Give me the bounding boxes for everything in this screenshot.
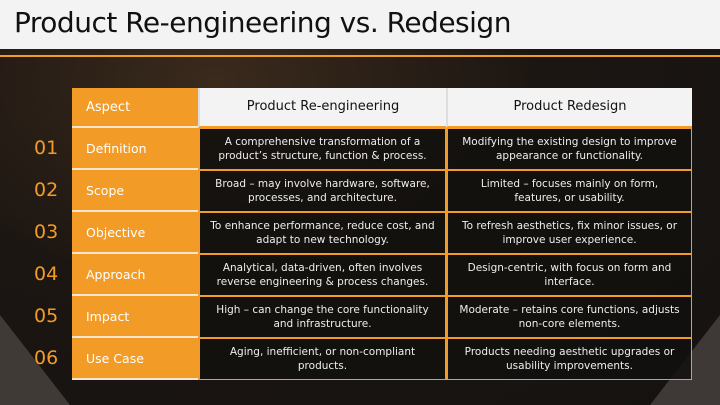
reengineering-cell: A comprehensive transformation of a prod… [198, 128, 446, 170]
divider [0, 55, 720, 57]
table-header: Aspect Product Re-engineering Product Re… [72, 88, 692, 128]
row-number: 04 [34, 263, 59, 285]
table-row: Objective To enhance performance, reduce … [72, 212, 692, 254]
row-number: 03 [34, 221, 59, 243]
reengineering-cell: To enhance performance, reduce cost, and… [198, 212, 446, 254]
redesign-cell: Limited – focuses mainly on form, featur… [446, 170, 692, 212]
background-shape [0, 315, 70, 405]
reengineering-cell: Analytical, data-driven, often involves … [198, 254, 446, 296]
slide-title: Product Re-engineering vs. Redesign [14, 6, 511, 39]
title-bar: Product Re-engineering vs. Redesign [0, 0, 720, 49]
reengineering-cell: Aging, inefficient, or non-compliant pro… [198, 338, 446, 380]
table-row: Impact High – can change the core functio… [72, 296, 692, 338]
aspect-cell: Impact [72, 296, 198, 338]
row-number: 06 [34, 347, 59, 369]
aspect-cell: Objective [72, 212, 198, 254]
table-row: Scope Broad – may involve hardware, softw… [72, 170, 692, 212]
table-row: Use Case Aging, inefficient, or non-compl… [72, 338, 692, 380]
header-aspect: Aspect [72, 88, 198, 128]
aspect-cell: Scope [72, 170, 198, 212]
row-number: 05 [34, 305, 59, 327]
redesign-cell: Design-centric, with focus on form and i… [446, 254, 692, 296]
redesign-cell: Modifying the existing design to improve… [446, 128, 692, 170]
table-row: Approach Analytical, data-driven, often i… [72, 254, 692, 296]
header-redesign: Product Redesign [446, 88, 692, 128]
aspect-cell: Definition [72, 128, 198, 170]
reengineering-cell: High – can change the core functionality… [198, 296, 446, 338]
redesign-cell: Products needing aesthetic upgrades or u… [446, 338, 692, 380]
redesign-cell: Moderate – retains core functions, adjus… [446, 296, 692, 338]
header-reengineering: Product Re-engineering [198, 88, 446, 128]
comparison-table: Aspect Product Re-engineering Product Re… [72, 88, 692, 380]
row-number: 01 [34, 137, 59, 159]
aspect-cell: Use Case [72, 338, 198, 380]
reengineering-cell: Broad – may involve hardware, software, … [198, 170, 446, 212]
row-number: 02 [34, 179, 59, 201]
table-row: Definition A comprehensive transformation… [72, 128, 692, 170]
redesign-cell: To refresh aesthetics, fix minor issues,… [446, 212, 692, 254]
aspect-cell: Approach [72, 254, 198, 296]
